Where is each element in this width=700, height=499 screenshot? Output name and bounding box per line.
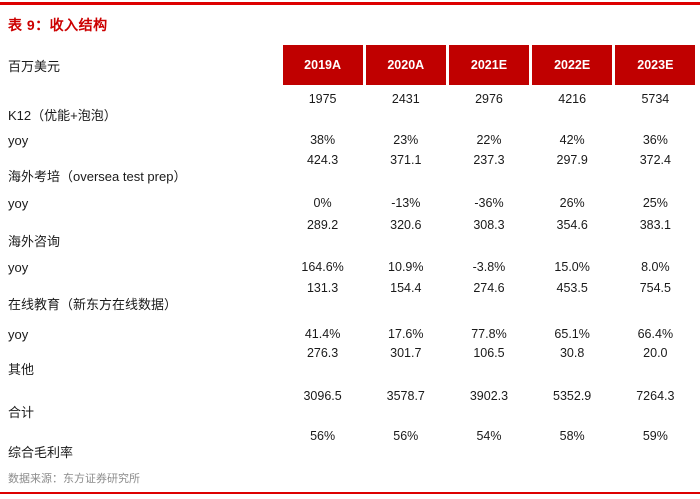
cell-value: 56%	[310, 429, 336, 443]
row-oversea-test-prep: 海外考培（oversea test prep） 424.3 371.1 237.…	[0, 153, 697, 187]
row-label: 其他	[8, 362, 35, 377]
cell-value: 5734	[641, 92, 670, 106]
cell-value: 3578.7	[386, 389, 425, 403]
cell-value: 754.5	[639, 281, 671, 295]
cell-value: 15.0%	[554, 260, 590, 274]
cell-value: -3.8%	[472, 260, 506, 274]
bottom-rule	[0, 492, 700, 494]
column-header-2019a: 2019A	[282, 45, 363, 85]
unit-label: 百万美元	[8, 58, 61, 74]
row-overseas-consulting: 海外咨询 289.2 320.6 308.3 354.6 383.1	[0, 218, 697, 252]
cell-value: 20.0	[643, 346, 668, 360]
cell-value: 7264.3	[636, 389, 675, 403]
cell-value: 23%	[393, 133, 419, 147]
row-label: 在线教育（新东方在线数据）	[8, 297, 178, 312]
cell-value: 2431	[391, 92, 420, 106]
row-label: yoy	[8, 133, 29, 148]
cell-value: 131.3	[306, 281, 339, 295]
cell-value: 289.2	[306, 218, 339, 232]
data-source-note: 数据来源：东方证券研究所	[8, 473, 140, 485]
cell-value: 276.3	[306, 346, 339, 360]
cell-value: 371.1	[390, 153, 422, 167]
cell-value: 41.4%	[304, 327, 341, 341]
cell-value: 301.7	[390, 346, 422, 360]
column-header-2023e: 2023E	[615, 45, 696, 85]
cell-value: 274.6	[473, 281, 505, 295]
cell-value: 36%	[642, 133, 668, 147]
row-label: 海外咨询	[8, 234, 61, 249]
cell-value: 2976	[475, 92, 503, 106]
cell-value: 453.5	[556, 281, 588, 295]
row-label: yoy	[8, 196, 29, 211]
table-header-row: 百万美元 2019A 2020A 2021E 2022E 2023E	[0, 45, 697, 85]
cell-value: 65.1%	[554, 327, 590, 341]
cell-value: 354.6	[556, 218, 588, 232]
cell-value: -36%	[474, 196, 504, 210]
cell-value: 237.3	[473, 153, 505, 167]
top-rule	[0, 2, 700, 5]
cell-value: 308.3	[473, 218, 505, 232]
cell-value: 56%	[393, 429, 419, 443]
row-k12: K12（优能+泡泡） 1975 2431 2976 4216 5734	[0, 92, 697, 126]
row-oversea-test-prep-yoy: yoy 0% -13% -36% 26% 25%	[0, 196, 697, 230]
cell-value: 154.4	[390, 281, 422, 295]
cell-value: 77.8%	[471, 327, 507, 341]
cell-value: 66.4%	[637, 327, 674, 341]
row-label: yoy	[8, 260, 29, 275]
cell-value: 26%	[559, 196, 585, 210]
cell-value: 8.0%	[641, 260, 670, 274]
row-label: yoy	[8, 327, 29, 342]
table-title: 表 9：收入结构	[8, 17, 108, 33]
cell-value: -13%	[391, 196, 421, 210]
cell-value: 25%	[642, 196, 668, 210]
cell-value: 3096.5	[303, 389, 342, 403]
row-label: K12（优能+泡泡）	[8, 108, 117, 123]
cell-value: 22%	[476, 133, 502, 147]
cell-value: 30.8	[559, 346, 585, 360]
column-header-2020a: 2020A	[365, 45, 446, 85]
cell-value: 54%	[476, 429, 502, 443]
cell-value: 297.9	[556, 153, 588, 167]
cell-value: 38%	[310, 133, 336, 147]
cell-value: 106.5	[473, 346, 505, 360]
row-online-education-yoy: yoy 41.4% 17.6% 77.8% 65.1% 66.4%	[0, 327, 697, 361]
cell-value: 10.9%	[388, 260, 424, 274]
cell-value: 5352.9	[553, 389, 592, 403]
cell-value: 17.6%	[388, 327, 424, 341]
cell-value: 424.3	[306, 153, 339, 167]
row-label: 合计	[8, 405, 35, 420]
row-others: 其他 276.3 301.7 106.5 30.8 20.0	[0, 346, 697, 380]
cell-value: 4216	[558, 92, 587, 106]
cell-value: 164.6%	[301, 260, 344, 274]
column-header-2021e: 2021E	[448, 45, 530, 85]
row-overseas-consulting-yoy: yoy 164.6% 10.9% -3.8% 15.0% 8.0%	[0, 260, 697, 294]
cell-value: 320.6	[390, 218, 422, 232]
row-k12-yoy: yoy 38% 23% 22% 42% 36%	[0, 133, 697, 167]
row-label: 综合毛利率	[8, 445, 74, 460]
cell-value: 58%	[559, 429, 585, 443]
cell-value: 59%	[642, 429, 668, 443]
row-online-education: 在线教育（新东方在线数据） 131.3 154.4 274.6 453.5 75…	[0, 281, 697, 315]
cell-value: 1975	[308, 92, 337, 106]
cell-value: 383.1	[639, 218, 671, 232]
row-label: 海外考培（oversea test prep）	[8, 169, 187, 184]
column-header-2022e: 2022E	[532, 45, 613, 85]
row-gross-margin: 综合毛利率 56% 56% 54% 58% 59%	[0, 429, 697, 463]
cell-value: 3902.3	[469, 389, 509, 403]
cell-value: 0%	[313, 196, 332, 210]
cell-value: 372.4	[639, 153, 671, 167]
cell-value: 42%	[559, 133, 585, 147]
row-total: 合计 3096.5 3578.7 3902.3 5352.9 7264.3	[0, 389, 697, 423]
